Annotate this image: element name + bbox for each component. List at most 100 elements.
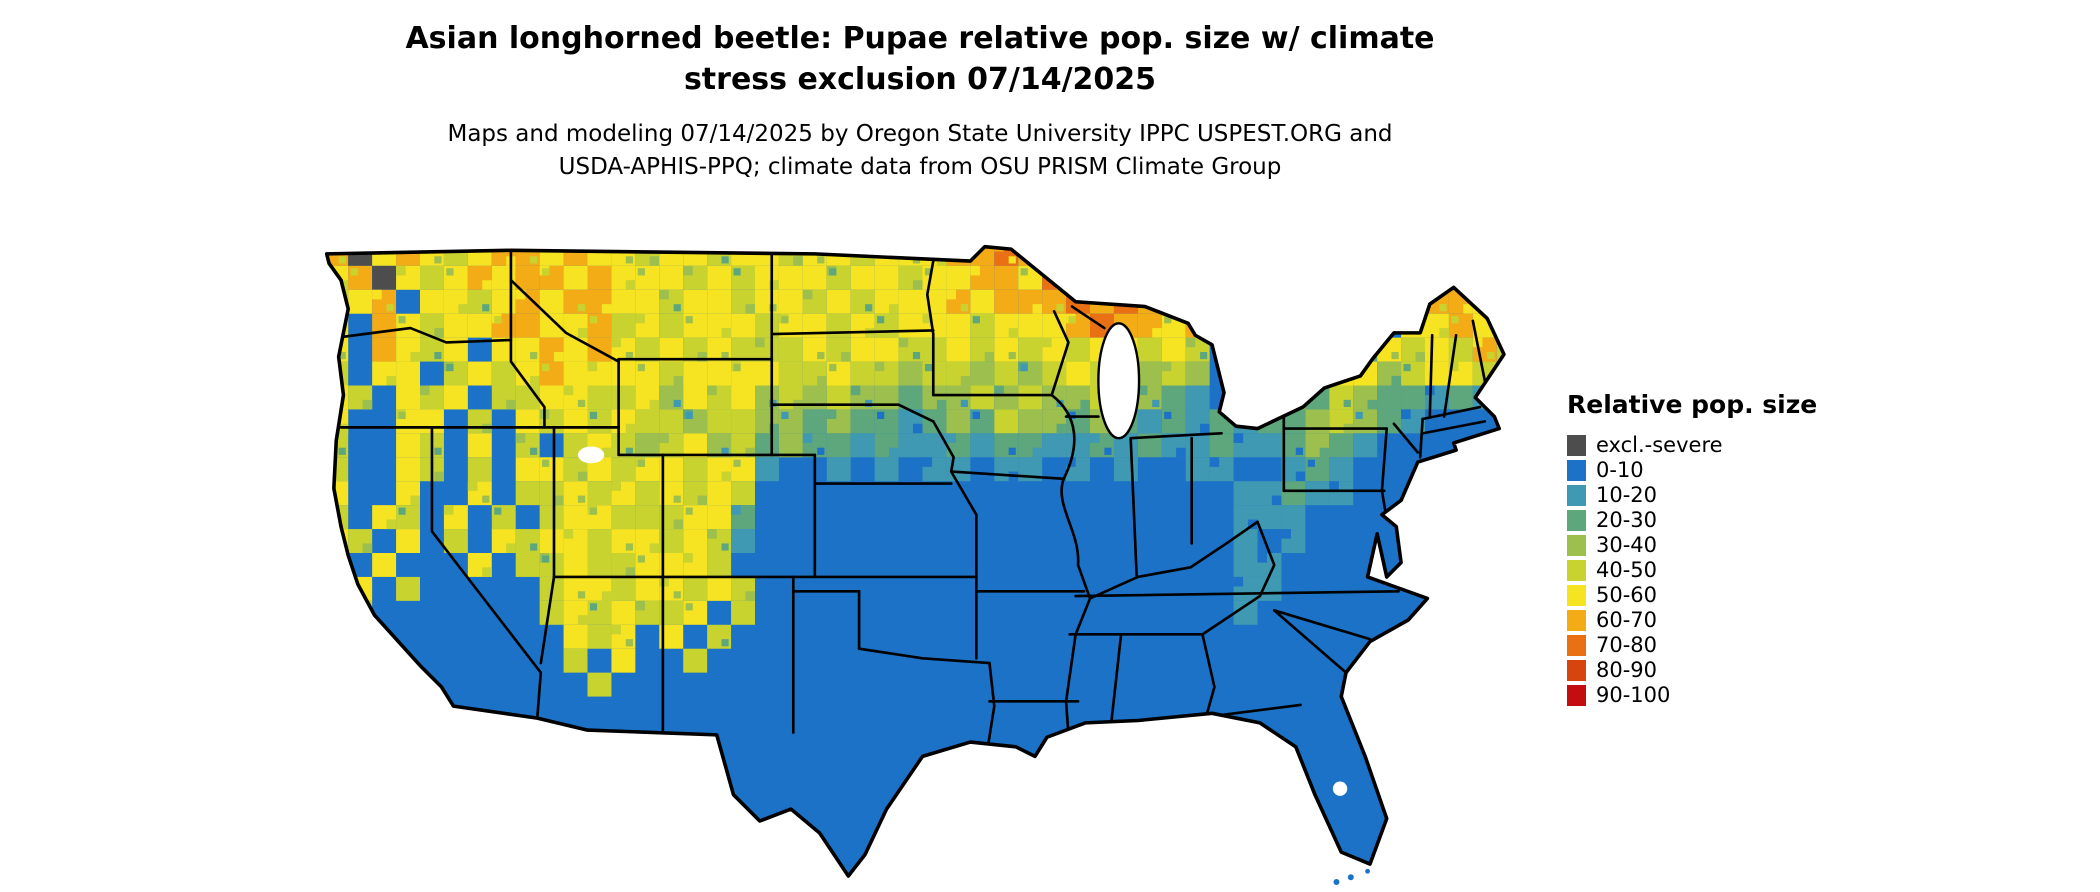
raster-cell — [802, 433, 813, 443]
legend: Relative pop. size excl.-severe 0-10 10-20… — [1567, 390, 1817, 708]
raster-cell — [467, 246, 492, 266]
legend-entry: 80-90 — [1567, 658, 1817, 683]
raster-cell — [731, 337, 755, 362]
state-border-line — [952, 470, 1065, 481]
state-border-line — [770, 403, 935, 423]
legend-entry: 50-60 — [1567, 583, 1817, 608]
raster-cell — [467, 361, 492, 386]
raster-cell — [577, 399, 586, 408]
raster-cell — [721, 328, 732, 338]
raster-cell — [1281, 529, 1291, 539]
raster-cell — [829, 363, 837, 372]
raster-cell — [1281, 505, 1306, 530]
raster-cell — [649, 399, 660, 410]
raster-cell — [611, 624, 621, 635]
raster-cell — [1425, 337, 1449, 362]
raster-cell — [707, 529, 717, 539]
raster-cell — [1008, 352, 1016, 360]
legend-label: 50-60 — [1596, 583, 1658, 607]
state-border-line — [509, 248, 546, 429]
raster-cell — [515, 433, 526, 443]
raster-cell — [817, 352, 825, 360]
raster-cell — [1329, 481, 1339, 491]
raster-cell — [563, 337, 588, 362]
raster-cell — [721, 639, 729, 647]
raster-cell — [649, 256, 660, 266]
raster-cell — [530, 256, 538, 264]
raster-cell — [707, 289, 732, 314]
raster-cell — [960, 375, 971, 386]
raster-cell — [1329, 433, 1354, 458]
raster-cell — [372, 313, 397, 338]
raster-cell — [778, 289, 803, 314]
raster-cell — [912, 352, 921, 360]
raster-cell — [1401, 289, 1425, 314]
raster-cell — [563, 553, 588, 577]
raster-cell — [826, 433, 851, 458]
us-choropleth-map — [324, 244, 1506, 886]
raster-cell — [659, 409, 684, 434]
raster-cell — [1439, 304, 1447, 312]
state-border-line — [1380, 427, 1389, 521]
raster-cell — [467, 457, 492, 482]
raster-cell — [1032, 304, 1043, 314]
raster-cell — [683, 433, 708, 458]
raster-cell — [659, 265, 684, 290]
title-line-1: Asian longhorned beetle: Pupae relative … — [405, 21, 1435, 56]
raster-cell — [731, 529, 755, 553]
raster-cell — [841, 352, 851, 362]
state-border-line — [1421, 405, 1482, 421]
state-border-line — [1129, 436, 1138, 578]
raster-cell — [817, 256, 825, 264]
raster-cell — [396, 433, 420, 458]
raster-cell — [1233, 553, 1258, 577]
raster-cell — [673, 519, 684, 530]
raster-cell — [1066, 265, 1090, 290]
raster-cell — [635, 289, 660, 314]
raster-cell — [946, 289, 956, 300]
legend-entry: 0-10 — [1567, 458, 1817, 483]
raster-cell — [781, 411, 789, 419]
state-border-line — [931, 332, 1054, 397]
raster-cell — [659, 600, 684, 625]
raster-cell — [1401, 409, 1411, 419]
raster-cell — [683, 576, 708, 601]
raster-cell — [685, 316, 693, 324]
raster-cell — [912, 423, 923, 434]
raster-cell — [683, 361, 708, 386]
raster-cell — [1080, 399, 1090, 410]
raster-cell — [611, 576, 636, 601]
legend-entry: 30-40 — [1567, 533, 1817, 558]
raster-cell — [577, 304, 586, 312]
raster-cell — [1113, 289, 1138, 314]
raster-cell — [398, 316, 406, 324]
raster-cell — [539, 289, 564, 314]
raster-cell — [1104, 447, 1112, 455]
raster-cell — [685, 411, 693, 419]
raster-cell — [1305, 481, 1330, 506]
raster-cell — [542, 268, 550, 276]
state-border-line — [1272, 609, 1372, 641]
raster-cell — [563, 246, 588, 266]
raster-cell — [372, 337, 397, 362]
raster-cell — [659, 624, 684, 649]
raster-cell — [577, 495, 586, 503]
raster-cell — [1018, 246, 1043, 266]
raster-cell — [889, 304, 899, 314]
state-border-line — [1201, 594, 1262, 636]
raster-cell — [637, 268, 645, 276]
raster-cell — [577, 471, 588, 482]
raster-cell — [817, 375, 827, 386]
raster-cell — [1066, 433, 1090, 458]
raster-cell — [625, 567, 636, 577]
raster-cell — [611, 337, 621, 348]
raster-cell — [494, 507, 502, 515]
legend-swatch — [1567, 685, 1586, 706]
raster-cell — [1042, 246, 1067, 266]
raster-cell — [530, 352, 538, 360]
state-border-line — [334, 326, 513, 344]
raster-cell — [1259, 411, 1268, 419]
raster-cell — [946, 457, 971, 482]
raster-cell — [1090, 433, 1100, 443]
raster-cell — [889, 447, 899, 458]
